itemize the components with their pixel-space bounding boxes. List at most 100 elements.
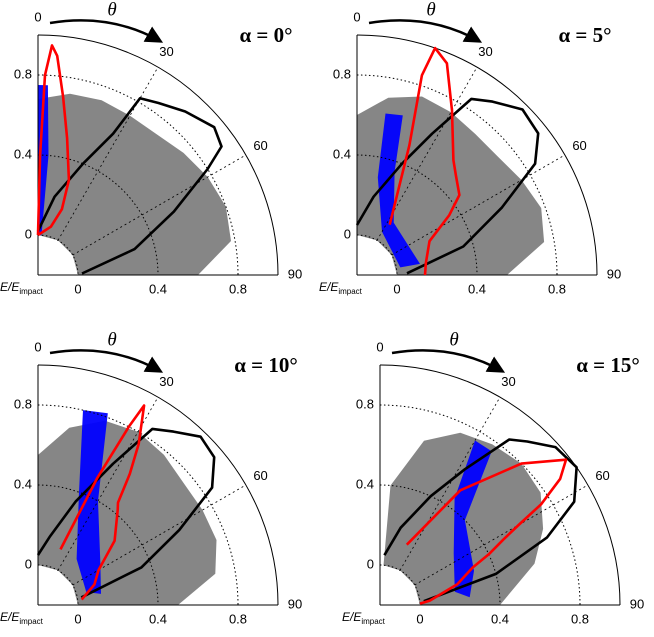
r-tick-label: 0.8	[548, 281, 566, 296]
grid-spoke	[72, 484, 247, 586]
theta-tick-label: 90	[630, 596, 644, 611]
grid-arc	[37, 484, 159, 606]
r-tick-label: 0	[416, 611, 423, 626]
grid-spoke	[376, 66, 478, 241]
theta-tick-label: 90	[288, 596, 302, 611]
r-tick-label: 0	[74, 611, 81, 626]
curve	[36, 44, 71, 237]
r-tick-label: 0.8	[571, 611, 589, 626]
theta-label: θ	[426, 0, 435, 20]
polar-panel: 0 0 0.4 0.4 0.8 0.8 0 30 60 90 α = 15° θ E/Eimpact	[342, 329, 644, 626]
axis-label-sub: impact	[361, 617, 385, 626]
axis-label-main: E/E	[319, 280, 339, 294]
polar-panel: 0 0 0.4 0.4 0.8 0.8 0 30 60 90 α = 5° θ E/Eimpact	[319, 0, 621, 296]
theta-arrow	[49, 19, 164, 43]
axis-label-sub: impact	[338, 287, 362, 296]
outer-arc	[379, 364, 621, 606]
theta-label: θ	[107, 329, 116, 350]
theta-tick-label: 60	[595, 468, 609, 483]
axis-label: E/Eimpact	[0, 610, 44, 626]
polar-panel: 0 0 0.4 0.4 0.8 0.8 0 30 60 90 α = 10° θ E/Eimpact	[0, 329, 302, 626]
axis-label: E/Eimpact	[0, 280, 44, 296]
grid-arc	[37, 404, 239, 606]
theta-tick-label: 90	[607, 266, 621, 281]
grid-arc	[37, 74, 239, 276]
curve	[36, 97, 223, 275]
grid-spoke	[72, 154, 247, 256]
theta-tick-label: 30	[159, 374, 173, 389]
outer-arc	[37, 364, 279, 606]
outer-arc	[356, 34, 598, 276]
grid-arc	[37, 154, 159, 276]
theta-tick-label: 30	[501, 374, 515, 389]
theta-label: θ	[107, 0, 116, 20]
scatter-cloud	[453, 440, 492, 598]
theta-tick-label: 90	[288, 266, 302, 281]
theta-tick-label: 0	[34, 339, 41, 354]
curve	[383, 438, 578, 603]
scatter-cloud	[357, 96, 545, 275]
r-tick-label: 0	[25, 556, 32, 571]
curve	[388, 46, 461, 276]
r-tick-label: 0	[25, 226, 32, 241]
polar-panel: 0 0 0.4 0.4 0.8 0.8 0 30 60 90 α = 0° θ E/Eimpact	[0, 0, 302, 296]
theta-arrow	[368, 19, 483, 43]
axis-label-main: E/E	[0, 280, 20, 294]
r-tick-label: 0	[367, 556, 374, 571]
theta-tick-label: 0	[34, 9, 41, 24]
r-tick-label: 0.4	[356, 476, 374, 491]
axis-label-main: E/E	[342, 610, 362, 624]
grid-arc	[356, 154, 478, 276]
axis-label-sub: impact	[19, 617, 43, 626]
panel-title: α = 0°	[239, 23, 292, 47]
theta-tick-label: 60	[572, 138, 586, 153]
theta-label: θ	[449, 329, 458, 350]
r-tick-label: 0.8	[229, 281, 247, 296]
axis-label: E/Eimpact	[319, 280, 363, 296]
r-tick-label: 0.8	[333, 66, 351, 81]
outer-arc	[37, 34, 279, 276]
curve	[355, 97, 540, 275]
r-tick-label: 0.4	[468, 281, 486, 296]
r-tick-label: 0.8	[14, 66, 32, 81]
grid-arc	[356, 74, 558, 276]
curve	[405, 458, 568, 605]
r-tick-label: 0.8	[356, 396, 374, 411]
r-tick-label: 0.4	[491, 611, 509, 626]
scatter-cloud	[38, 93, 231, 275]
axis-label: E/Eimpact	[342, 610, 386, 626]
r-tick-label: 0	[344, 226, 351, 241]
theta-tick-label: 0	[353, 9, 360, 24]
theta-arrow	[49, 349, 164, 373]
theta-tick-label: 60	[253, 468, 267, 483]
grid-spoke	[414, 484, 589, 586]
r-tick-label: 0.4	[14, 146, 32, 161]
theta-tick-label: 30	[159, 44, 173, 59]
theta-tick-label: 60	[253, 138, 267, 153]
r-tick-label: 0.4	[333, 146, 351, 161]
scatter-cloud	[38, 420, 217, 605]
panel-title: α = 5°	[558, 23, 611, 47]
r-tick-label: 0	[393, 281, 400, 296]
r-tick-label: 0.4	[149, 611, 167, 626]
scatter-cloud	[76, 410, 108, 594]
r-tick-label: 0.4	[149, 281, 167, 296]
panel-title: α = 15°	[576, 353, 640, 377]
theta-tick-label: 30	[478, 44, 492, 59]
r-tick-label: 0.8	[229, 611, 247, 626]
theta-tick-label: 0	[376, 339, 383, 354]
theta-arrow	[391, 349, 506, 373]
axis-label-sub: impact	[19, 287, 43, 296]
grid-spoke	[399, 396, 501, 571]
curve	[59, 404, 146, 601]
grid-spoke	[391, 154, 566, 256]
r-tick-label: 0.8	[14, 396, 32, 411]
r-tick-label: 0	[74, 281, 81, 296]
curve	[36, 427, 216, 599]
grid-spoke	[57, 66, 159, 241]
scatter-cloud	[38, 85, 49, 236]
grid-arc	[379, 484, 501, 606]
